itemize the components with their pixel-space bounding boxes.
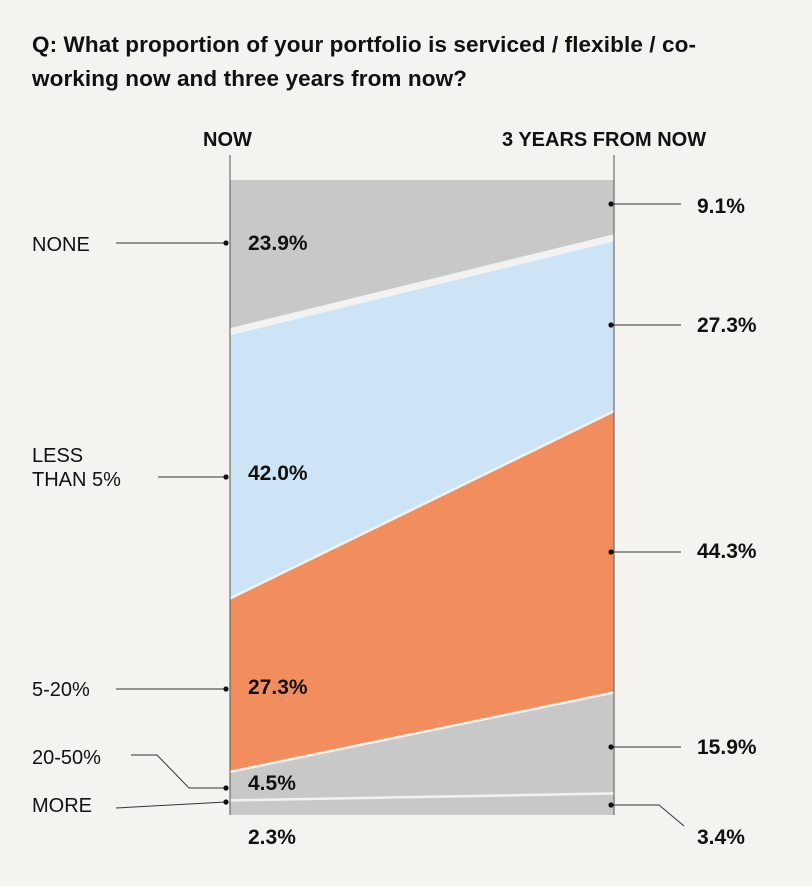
value-label-none-now: 23.9% (248, 232, 308, 255)
leader-line-20-50-now (131, 754, 226, 789)
leader-dot-less-than-5-now (223, 474, 229, 480)
column-header-now: NOW (203, 129, 252, 151)
category-label-5-20: 5-20% (32, 679, 90, 701)
column-header-3-years: 3 YEARS FROM NOW (502, 129, 707, 151)
value-label-less-than-5-now: 42.0% (248, 462, 308, 485)
chart-title: Q: What proportion of your portfolio is … (32, 32, 697, 91)
leader-dot-more-3-years (608, 802, 614, 808)
band-5-20 (230, 411, 614, 772)
value-label-more-3-years: 3.4% (697, 826, 745, 849)
leader-line-more-now (115, 801, 227, 809)
leader-dot-5-20-3-years (608, 549, 614, 555)
leader-dot-more-now (223, 799, 229, 805)
leader-dot-less-than-5-3-years (608, 322, 614, 328)
leader-dot-none-now (223, 240, 229, 246)
value-label-5-20-now: 27.3% (248, 676, 308, 699)
value-label-none-3-years: 9.1% (697, 195, 745, 218)
value-label-more-now: 2.3% (248, 826, 296, 849)
band-20-50 (230, 692, 614, 801)
leader-dot-20-50-now (223, 785, 229, 791)
leader-lines (115, 201, 685, 827)
bands-group (230, 180, 614, 815)
category-label-none: NONE (32, 234, 90, 256)
leader-dot-none-3-years (608, 201, 614, 207)
band-separator (229, 792, 615, 802)
leader-dot-20-50-3-years (608, 744, 614, 750)
value-label-20-50-3-years: 15.9% (697, 736, 757, 759)
axis-lines (229, 155, 615, 815)
value-label-20-50-now: 4.5% (248, 772, 296, 795)
leader-dot-5-20-now (223, 686, 229, 692)
value-label-5-20-3-years: 44.3% (697, 540, 757, 563)
leader-line-more-3-years (611, 804, 685, 827)
band-none (230, 180, 614, 332)
band-separators (229, 234, 615, 802)
value-label-less-than-5-3-years: 27.3% (697, 314, 757, 337)
band-separator (229, 234, 615, 336)
band-separator (229, 410, 615, 600)
category-label-less-than-5-line-1: LESS (32, 445, 83, 467)
band-separator (229, 691, 615, 774)
category-label-20-50: 20-50% (32, 747, 101, 769)
band-less-than-5 (230, 237, 614, 599)
category-label-more: MORE (32, 795, 92, 817)
category-label-less-than-5-line-2: THAN 5% (32, 469, 121, 491)
